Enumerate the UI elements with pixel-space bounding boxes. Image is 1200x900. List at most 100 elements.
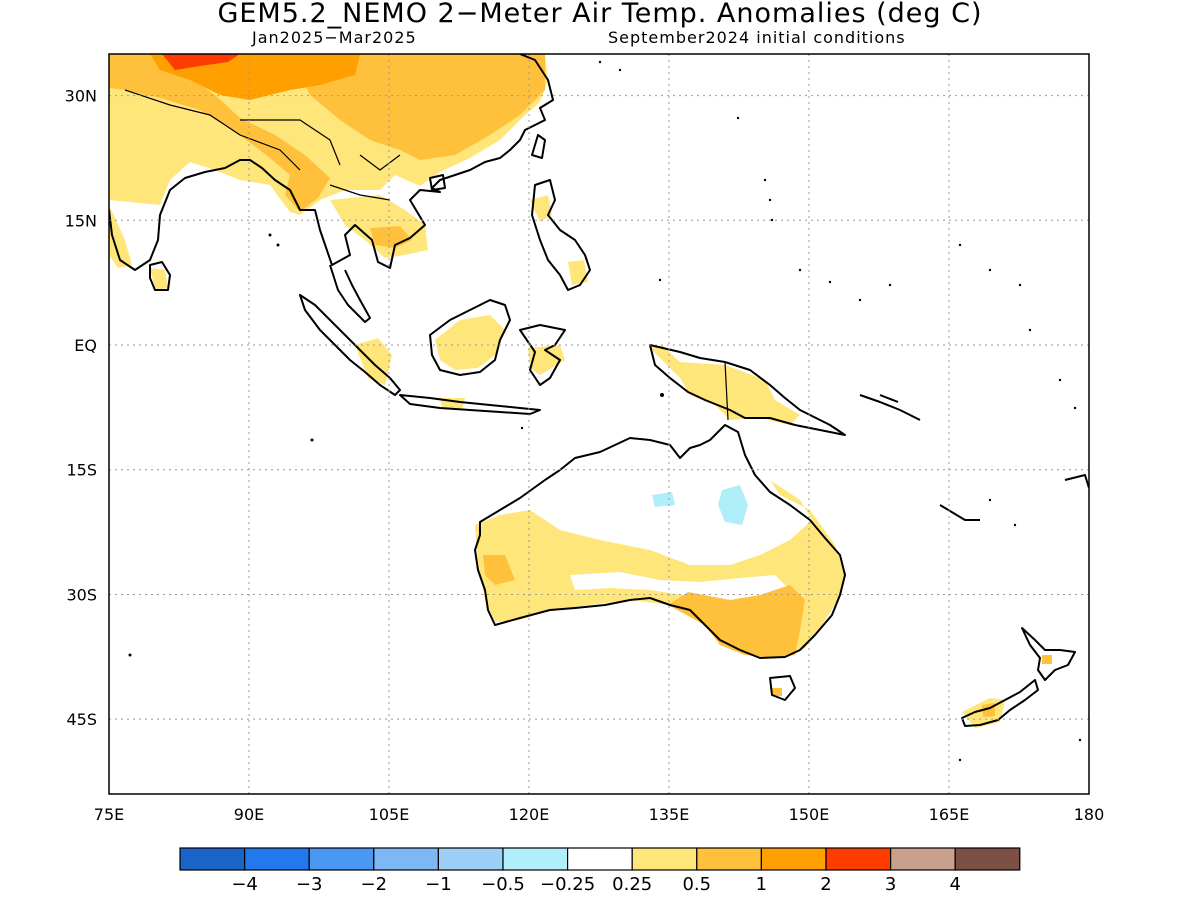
anomaly-new-zealand-north <box>1042 655 1052 664</box>
legend-swatch <box>502 847 569 871</box>
island-dot <box>768 198 772 202</box>
island-dot <box>736 116 740 120</box>
coastline-asia <box>109 54 554 271</box>
anomaly-australia-white <box>570 572 790 600</box>
anomaly-new-guinea <box>650 345 800 425</box>
island-dot <box>770 218 774 222</box>
lon-tick-label: 180 <box>1074 805 1105 824</box>
small-islands <box>128 60 1082 762</box>
lat-tick-label: 15S <box>66 461 97 480</box>
coastline-new-zealand-south <box>961 679 1039 727</box>
anomaly-asia-orange <box>109 54 330 212</box>
legend-label: −3 <box>296 874 323 895</box>
legend-swatch <box>631 847 698 871</box>
legend-swatch <box>954 847 1021 871</box>
coastline-sulawesi <box>519 324 566 386</box>
coastline-taiwan <box>531 134 546 159</box>
color-legend-labels: −4 −3 −2 −1 −0.5 −0.25 0.25 0.5 1 2 3 4 <box>231 874 961 895</box>
legend-swatch <box>437 847 504 871</box>
legend-swatch <box>566 847 633 871</box>
legend-label: −4 <box>231 874 258 895</box>
lon-tick-label: 105E <box>369 805 410 824</box>
coastlines <box>109 54 1089 727</box>
lon-tick-label: 90E <box>234 805 264 824</box>
lon-tick-label: 120E <box>509 805 550 824</box>
anomaly-tasmania <box>772 688 782 696</box>
forecast-period: Jan2025−Mar2025 <box>252 28 417 47</box>
lon-tick-label: 150E <box>789 805 830 824</box>
legend-label: 2 <box>820 874 831 895</box>
lat-tick-label: 45S <box>66 710 97 729</box>
island-dot <box>763 178 767 182</box>
island-dot <box>520 426 524 430</box>
anomaly-borneo <box>435 315 505 370</box>
lat-tick-label: 30N <box>65 87 97 106</box>
island-dot <box>1013 523 1017 527</box>
island-dot <box>268 233 272 237</box>
legend-label: 0.5 <box>682 874 711 895</box>
island-dot <box>1058 378 1062 382</box>
coastline-sumatra <box>299 294 401 396</box>
lon-tick-label: 75E <box>94 805 124 824</box>
lat-tick-label: EQ <box>74 336 97 355</box>
color-legend <box>179 847 1021 871</box>
initial-conditions: September2024 initial conditions <box>608 28 906 47</box>
latitude-axis: 30N 15N EQ 15S 30S 45S <box>65 87 97 730</box>
island-dot <box>598 60 602 64</box>
legend-label: −0.25 <box>540 874 595 895</box>
island-dot <box>660 393 664 397</box>
lat-tick-label: 15N <box>65 211 97 230</box>
island-dot <box>618 68 622 72</box>
anomaly-sumatra <box>355 338 392 385</box>
anomaly-tibet-hot <box>162 54 240 70</box>
legend-label: 1 <box>756 874 767 895</box>
legend-swatch <box>760 847 827 871</box>
legend-label: −2 <box>361 874 388 895</box>
island-dot <box>1078 738 1082 742</box>
island-dot <box>958 758 962 762</box>
legend-label: 4 <box>949 874 960 895</box>
island-dot <box>128 653 132 657</box>
legend-label: −1 <box>425 874 452 895</box>
legend-swatch <box>308 847 375 871</box>
island-dot <box>1028 328 1032 332</box>
anomaly-philippines <box>530 195 552 222</box>
anomaly-australia-cool-west <box>652 492 675 507</box>
legend-label: −0.5 <box>481 874 525 895</box>
coastline-vanuatu-fiji <box>939 474 1089 521</box>
island-dot <box>1018 283 1022 287</box>
anomaly-philippines-south <box>568 260 588 285</box>
legend-label: 3 <box>885 874 896 895</box>
legend-swatch <box>825 847 892 871</box>
legend-swatch <box>696 847 762 871</box>
map-frame <box>108 53 1090 795</box>
lon-tick-label: 135E <box>649 805 690 824</box>
island-dot <box>858 298 862 302</box>
coastline-borneo <box>429 299 511 376</box>
coastline-solomon-islands <box>859 394 921 421</box>
legend-swatch <box>244 847 310 871</box>
island-dot <box>828 280 832 284</box>
longitude-axis: 75E 90E 105E 120E 135E 150E 165E 180 <box>94 805 1105 824</box>
island-dot <box>276 243 280 247</box>
map-title: GEM5.2_NEMO 2−Meter Air Temp. Anomalies … <box>217 0 983 29</box>
coastline-java <box>399 394 541 415</box>
island-dot <box>988 498 992 502</box>
coastline-hainan <box>429 174 446 191</box>
coastline-new-guinea <box>649 344 846 436</box>
legend-swatch <box>889 847 956 871</box>
island-dot <box>888 283 892 287</box>
island-dot <box>958 243 962 247</box>
anomaly-australia-west <box>483 555 515 585</box>
island-dot <box>798 268 802 272</box>
lon-tick-label: 165E <box>929 805 970 824</box>
coastline-tasmania <box>769 675 796 701</box>
graticule <box>109 54 1089 794</box>
island-dot <box>1073 406 1077 410</box>
anomaly-shading <box>109 54 1052 728</box>
coastline-malay-peninsula <box>329 264 371 323</box>
anomaly-sulawesi <box>528 345 565 375</box>
coastline-srilanka <box>149 261 171 291</box>
legend-swatch <box>373 847 439 871</box>
